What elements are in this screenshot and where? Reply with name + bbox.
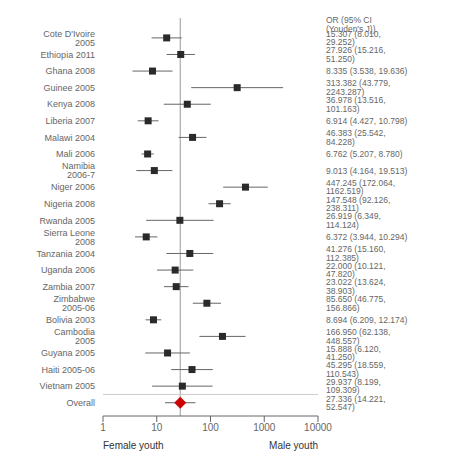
svg-text:8.335 (3.538, 19.636): 8.335 (3.538, 19.636): [326, 66, 407, 76]
svg-text:Niger 2006: Niger 2006: [51, 182, 95, 192]
svg-text:Liberia 2007: Liberia 2007: [45, 116, 95, 126]
svg-text:Ethiopia 2011: Ethiopia 2011: [41, 50, 95, 60]
svg-text:27.336 (14.221,52.547): 27.336 (14.221,52.547): [326, 394, 386, 413]
svg-text:Rwanda 2005: Rwanda 2005: [39, 216, 95, 226]
svg-text:Uganda 2006: Uganda 2006: [41, 265, 95, 275]
svg-text:85.650 (46.775,156.866): 85.650 (46.775,156.866): [326, 294, 386, 313]
svg-text:Overall: Overall: [66, 398, 95, 408]
svg-text:Mali 2006: Mali 2006: [56, 149, 95, 159]
svg-text:Bolivia 2003: Bolivia 2003: [46, 315, 95, 325]
svg-text:Vietnam 2005: Vietnam 2005: [40, 381, 95, 391]
svg-text:Namibia2006-7: Namibia2006-7: [62, 161, 95, 180]
svg-text:Cote D'Ivoire2005: Cote D'Ivoire2005: [43, 29, 95, 48]
svg-text:Malawi 2004: Malawi 2004: [44, 133, 95, 143]
svg-text:10: 10: [151, 422, 163, 433]
svg-text:Guinee 2005: Guinee 2005: [43, 83, 95, 93]
svg-text:8.694 (6.209, 12.174): 8.694 (6.209, 12.174): [326, 315, 407, 325]
svg-text:1: 1: [100, 422, 106, 433]
svg-text:Nigeria 2008: Nigeria 2008: [44, 199, 95, 209]
svg-text:6.762 (5.207, 8.780): 6.762 (5.207, 8.780): [326, 149, 403, 159]
svg-text:Zimbabwe2005-06: Zimbabwe2005-06: [53, 294, 95, 313]
svg-text:9.013 (4.164, 19.513): 9.013 (4.164, 19.513): [326, 166, 407, 176]
svg-text:Sierra Leone2008: Sierra Leone2008: [43, 228, 95, 247]
svg-text:Tanzania 2004: Tanzania 2004: [36, 249, 95, 259]
svg-text:10000: 10000: [304, 422, 332, 433]
svg-text:26.919 (6.349,114.124): 26.919 (6.349,114.124): [326, 211, 381, 230]
svg-text:Zambia 2007: Zambia 2007: [42, 282, 95, 292]
svg-text:Cambodia2005: Cambodia2005: [54, 327, 95, 346]
svg-text:OR (95% CI(Youden's J)): OR (95% CI(Youden's J)): [326, 15, 376, 34]
svg-text:46.383 (25.542,84.228): 46.383 (25.542,84.228): [326, 128, 386, 147]
svg-text:27.926 (15.216,51.250): 27.926 (15.216,51.250): [326, 45, 386, 63]
svg-text:6.372 (3.944, 10.294): 6.372 (3.944, 10.294): [326, 232, 407, 242]
svg-text:36.978 (13.516,101.163): 36.978 (13.516,101.163): [326, 95, 386, 114]
svg-text:Ghana 2008: Ghana 2008: [45, 66, 95, 76]
svg-text:Kenya 2008: Kenya 2008: [47, 99, 95, 109]
svg-text:1000: 1000: [253, 422, 276, 433]
svg-text:Haiti 2005-06: Haiti 2005-06: [41, 365, 95, 375]
svg-text:6.914 (4.427, 10.798): 6.914 (4.427, 10.798): [326, 116, 407, 126]
svg-text:Guyana 2005: Guyana 2005: [41, 348, 95, 358]
svg-text:100: 100: [202, 422, 219, 433]
